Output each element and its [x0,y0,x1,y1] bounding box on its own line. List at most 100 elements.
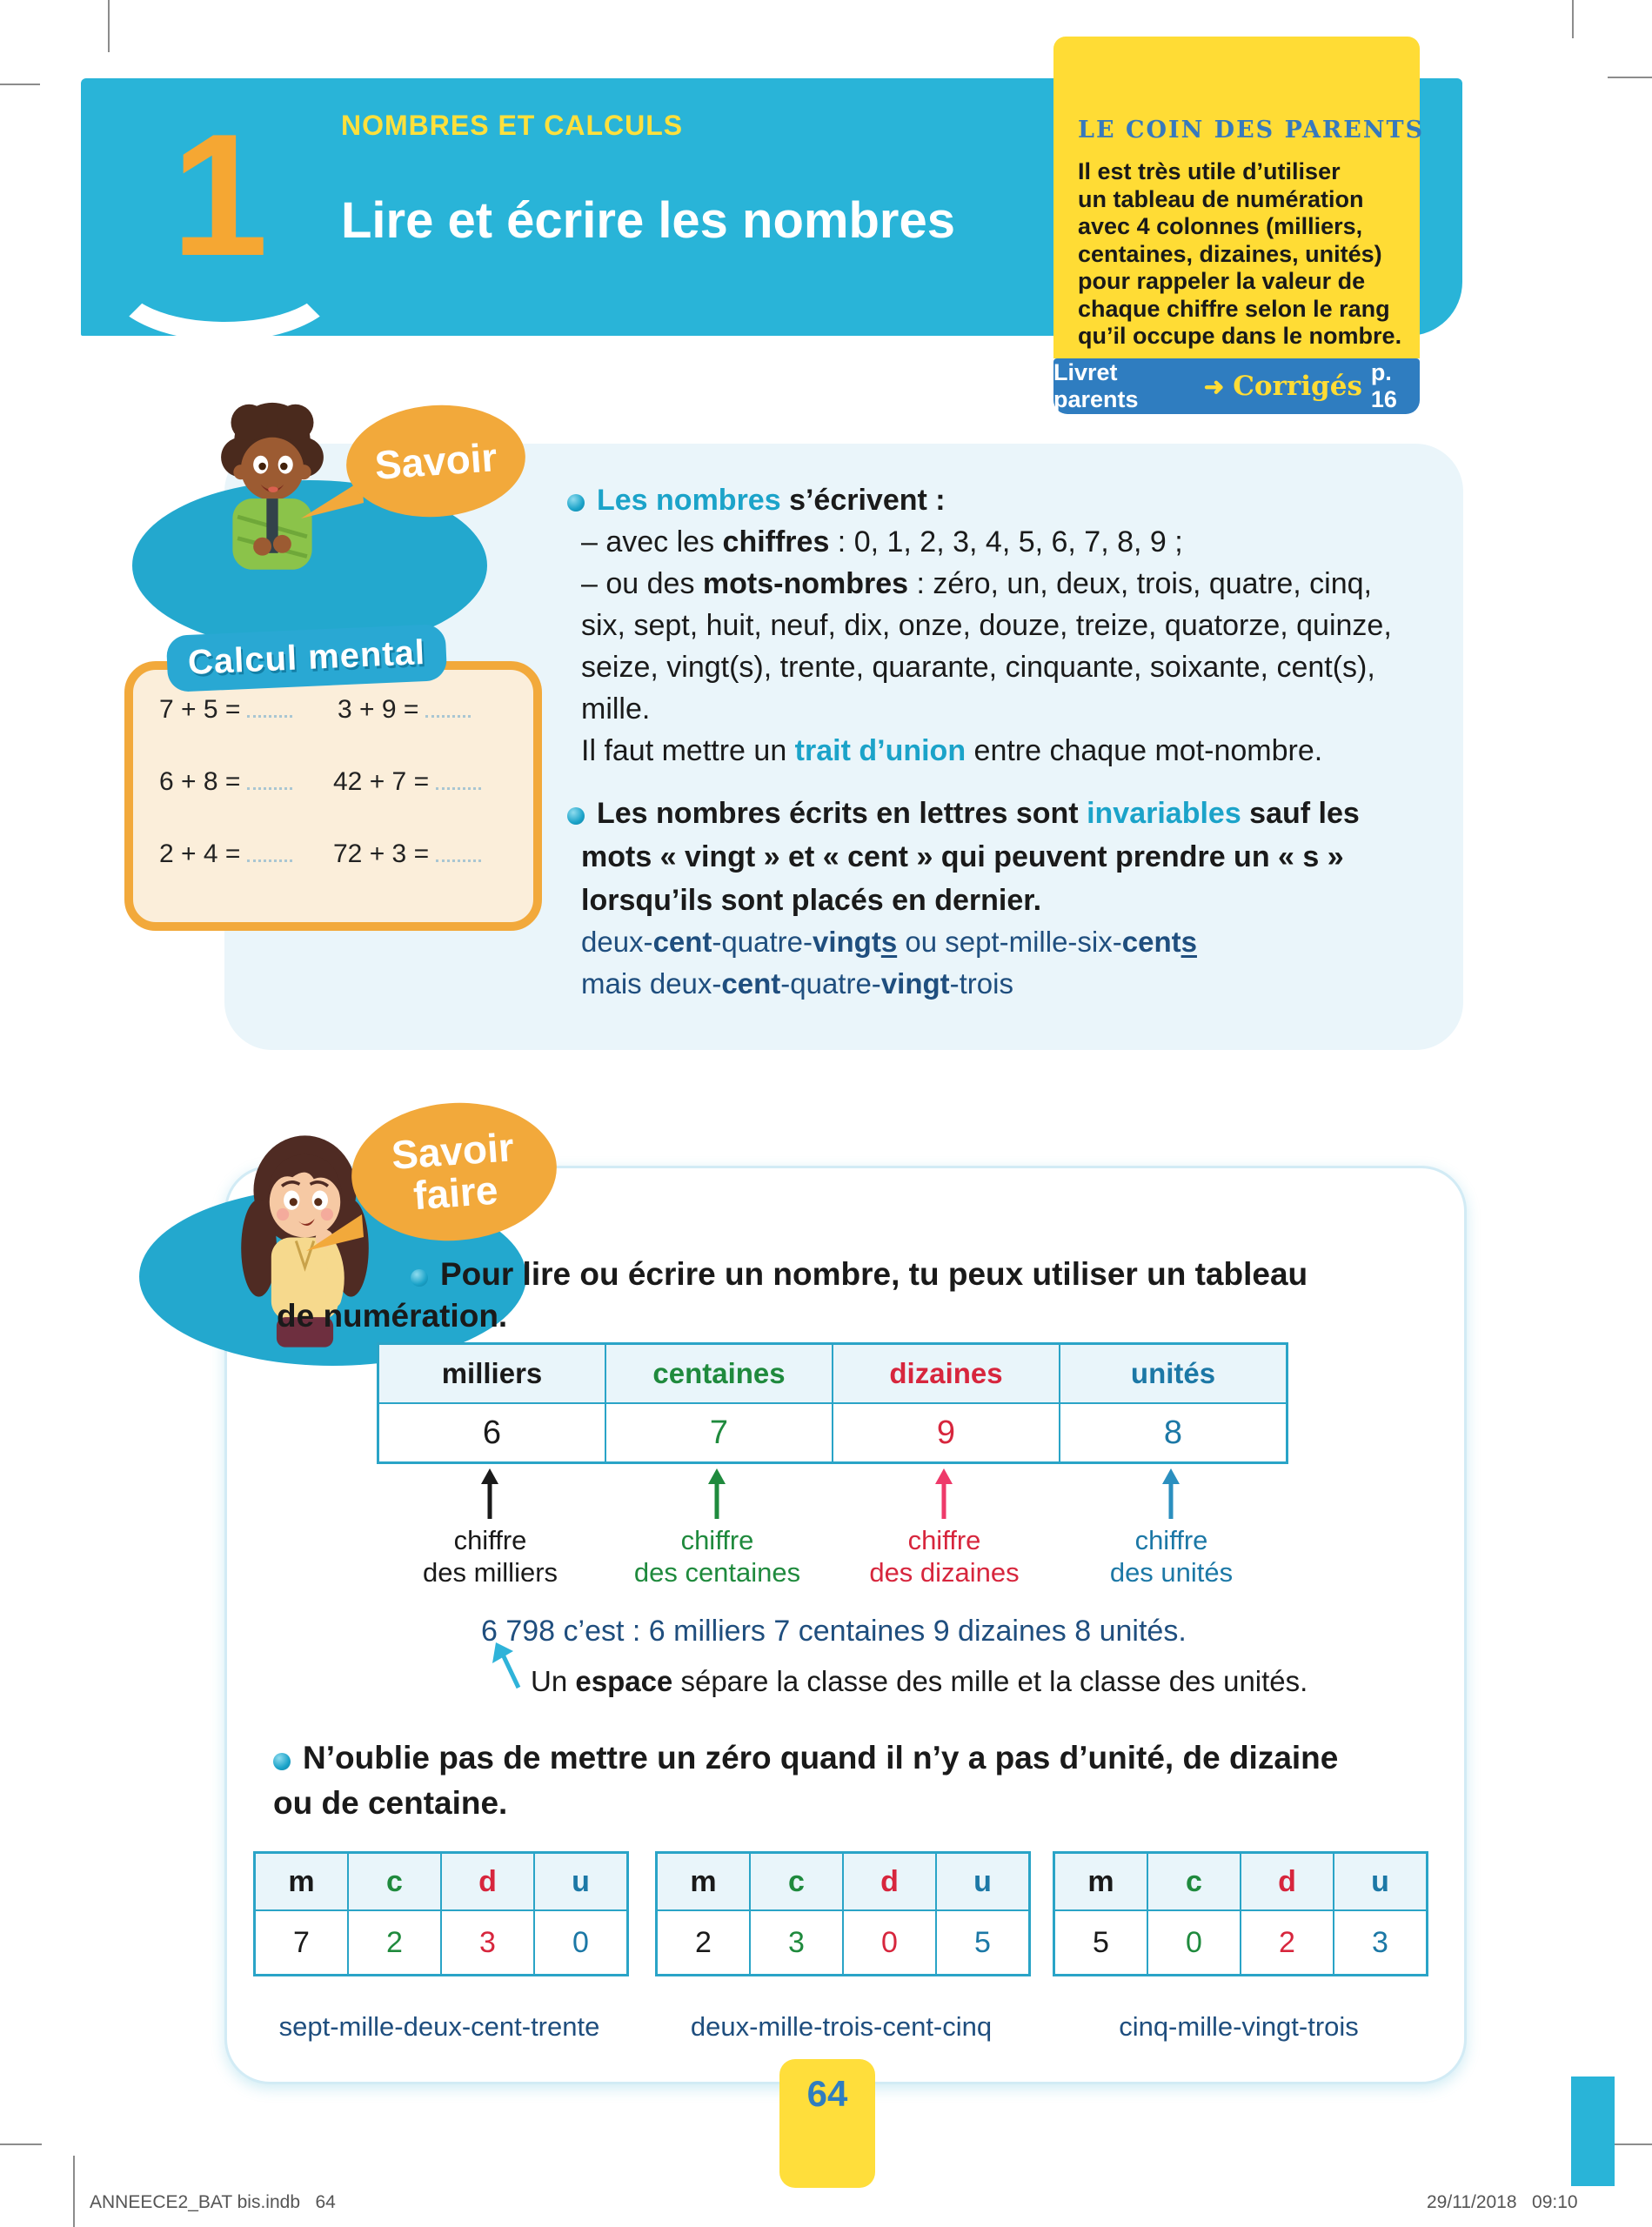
mini-cell: 2 [657,1910,750,1975]
text-segment: -trois [949,967,1013,1000]
mini-cell: 2 [348,1910,441,1975]
bullet-icon [567,494,585,512]
up-arrow-icon [935,1468,953,1519]
table-cell: 7 [605,1403,833,1462]
corriges-page-ref: p. 16 [1370,359,1397,412]
mini-header: m [255,1853,348,1910]
mini-header: m [1054,1853,1147,1910]
text-segment: trait d’union [794,734,966,767]
text-segment: Un [531,1665,576,1697]
column-header-centaines: centaines [605,1344,833,1403]
zero-note-line: ou de centaine. [273,1785,508,1821]
calcul-mental-box [124,661,542,931]
savoir-line: mots « vingt » et « cent » qui peuvent p… [581,840,1344,873]
text-segment: -quatre- [780,967,881,1000]
digit-role-label: chiffre des unités [1058,1524,1285,1588]
mini-table-caption: cinq-mille-vingt-trois [1119,2011,1359,2042]
speech-bubble-tail [301,480,364,518]
girl-mascot-illustration [241,1135,369,1348]
text-segment: ou sept-mille-six- [897,926,1122,958]
digit-role-label: chiffre des milliers [377,1524,604,1588]
text-segment: Pour lire ou écrire un nombre, tu peux u… [440,1256,1308,1292]
answer-blank [425,693,472,718]
mini-cell: 3 [1334,1910,1427,1975]
mini-header: u [534,1853,627,1910]
text-segment: : zéro, un, deux, trois, quatre, cinq, [908,567,1372,600]
mini-cell: 2 [1241,1910,1334,1975]
mini-header: c [1147,1853,1241,1910]
print-footer-filename: ANNEECE2_BAT bis.indb 64 [90,2192,336,2212]
chapter-side-tab [1571,2077,1615,2186]
column-header-unites: unités [1060,1344,1287,1403]
page-number-tab: 64 [779,2059,875,2188]
savoir-line: Il faut mettre un trait d’union entre ch… [581,734,1322,768]
label-line: des unités [1109,1557,1234,1588]
calcul-exercise: 3 + 9 = [338,693,472,725]
label-line: des centaines [633,1557,801,1588]
bullet-icon [273,1753,291,1770]
savoir-faire-intro-line: Pour lire ou écrire un nombre, tu peux u… [411,1256,1308,1293]
text-segment: s [880,926,898,958]
label-line: des milliers [422,1557,558,1588]
chapter-category: NOMBRES ET CALCULS [341,110,684,141]
text-segment: – ou des [581,567,703,600]
calcul-exercise: 42 + 7 = [333,766,482,797]
print-footer-timestamp: 29/11/2018 09:10 [1427,2192,1578,2212]
exercise-label: 2 + 4 = [159,839,241,868]
parents-corner-box: LE COIN DES PARENTS Il est très utile d’… [1053,37,1422,358]
mini-cell: 3 [441,1910,534,1975]
savoir-faire-bubble-line: faire [411,1167,499,1219]
text-segment: s’écrivent : [780,484,946,517]
zero-note-line: N’oublie pas de mettre un zéro quand il … [273,1740,1338,1776]
answer-blank [436,838,482,862]
exercise-label: 7 + 5 = [159,695,241,724]
exercise-label: 6 + 8 = [159,767,241,796]
text-segment: mots-nombres [702,567,909,600]
crop-mark [0,84,40,85]
text-segment: : 0, 1, 2, 3, 4, 5, 6, 7, 8, 9 ; [829,525,1183,558]
mini-header: d [1241,1853,1334,1910]
mini-header: c [348,1853,441,1910]
parents-line: qu’il occupe dans le nombre. [1078,323,1402,349]
calcul-exercise: 2 + 4 = [159,838,293,869]
savoir-line: mille. [581,692,651,726]
text-segment: cent [721,967,781,1000]
parents-line: Il est très utile d’utiliser [1078,158,1341,184]
crop-mark [1608,77,1652,78]
savoir-line: – avec les chiffres : 0, 1, 2, 3, 4, 5, … [581,525,1183,559]
mini-header: c [750,1853,843,1910]
savoir-line: six, sept, huit, neuf, dix, onze, douze,… [581,609,1392,642]
text-segment: -quatre- [712,926,813,958]
savoir-faire-bubble-line: Savoir [390,1124,516,1178]
text-segment: entre chaque mot-nombre. [966,734,1323,767]
mini-cell: 7 [255,1910,348,1975]
mini-cell: 5 [1054,1910,1147,1975]
mini-table-caption: deux-mille-trois-cent-cinq [690,2011,993,2042]
crop-mark [73,2156,75,2227]
mini-table-caption: sept-mille-deux-cent-trente [278,2011,600,2042]
savoir-line: Les nombres s’écrivent : [567,484,946,518]
savoir-example-line: mais deux-cent-quatre-vingt-trois [581,967,1013,1000]
parents-answers-bar: Livret parents ➜ Corrigés p. 16 [1053,358,1420,414]
text-segment: – avec les [581,525,723,558]
text-segment: Il faut mettre un [581,734,795,767]
example-number-line: 6 798 c’est : 6 milliers 7 centaines 9 d… [481,1615,1187,1648]
space-note-line: Un espace sépare la classe des mille et … [531,1665,1308,1698]
answer-blank [247,838,293,862]
exercise-label: 72 + 3 = [333,839,430,868]
parents-line: chaque chiffre selon le rang [1078,295,1390,322]
answer-blank [436,766,482,790]
parents-line: pour rappeler la valeur de [1078,268,1366,294]
mini-header: u [936,1853,1029,1910]
exercise-label: 42 + 7 = [333,767,430,796]
bullet-icon [567,807,585,825]
up-arrow-icon [481,1468,498,1519]
calcul-exercise: 72 + 3 = [333,838,482,869]
mini-cell: 0 [534,1910,627,1975]
calcul-exercise: 7 + 5 = [159,693,293,725]
text-segment: Les nombres [597,484,781,517]
table-cell: 8 [1060,1403,1287,1462]
savoir-line: lorsqu’ils sont placés en dernier. [581,884,1042,917]
mini-cell: 5 [936,1910,1029,1975]
chapter-title: Lire et écrire les nombres [341,192,955,249]
